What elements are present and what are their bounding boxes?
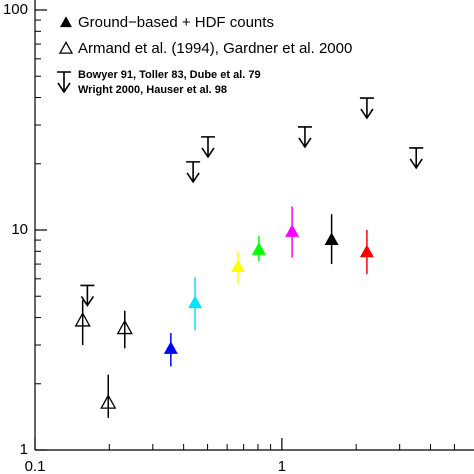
filled-triangle — [188, 295, 203, 309]
upper-limit — [297, 126, 312, 149]
legend-marker — [58, 40, 74, 54]
upper-limit — [80, 284, 95, 307]
x-tick-label: 0.1 — [25, 458, 46, 474]
x-tick-label: 1 — [278, 458, 286, 474]
y-tick-label: 10 — [11, 221, 28, 238]
legend-label: Armand et al. (1994), Gardner et al. 200… — [78, 40, 352, 57]
filled-triangle — [324, 232, 339, 245]
legend-label: Bowyer 91, Toller 83, Dube et al. 79 — [78, 69, 261, 81]
upper-limit — [409, 147, 424, 170]
open-triangle — [100, 394, 117, 409]
filled-triangle — [285, 224, 300, 237]
filled-triangle — [251, 242, 266, 255]
open-triangle — [74, 311, 91, 327]
upper-limit — [186, 161, 201, 184]
legend-marker — [57, 71, 71, 94]
legend-label: Wright 2000, Hauser et al. 98 — [78, 84, 227, 96]
upper-limit — [200, 136, 215, 159]
filled-triangle — [163, 341, 178, 354]
legend-label: Ground−based + HDF counts — [78, 14, 274, 31]
filled-triangle — [230, 259, 245, 272]
open-triangle — [116, 319, 133, 335]
legend-marker — [60, 16, 72, 28]
upper-limit — [359, 97, 374, 120]
filled-triangle — [359, 244, 374, 258]
y-tick-label: 1 — [20, 441, 28, 458]
y-tick-label: 100 — [3, 1, 28, 18]
